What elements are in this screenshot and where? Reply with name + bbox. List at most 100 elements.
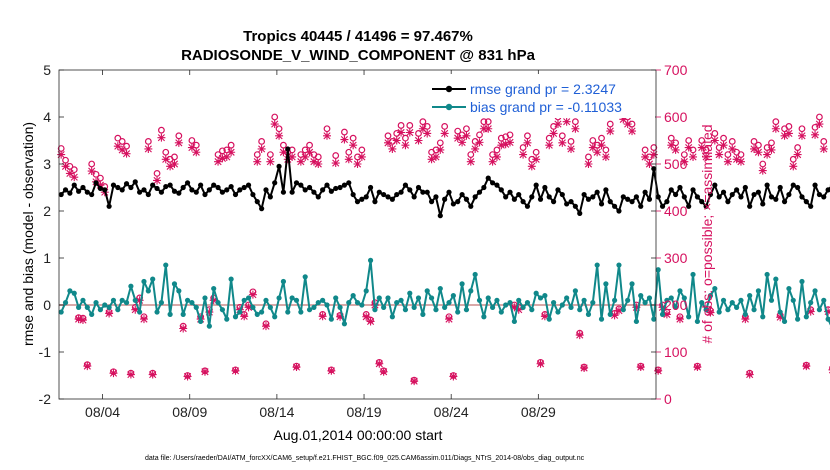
- bias-point: [298, 309, 304, 315]
- x-tick-label: 08/04: [85, 404, 120, 420]
- rmse-point: [476, 189, 483, 195]
- obs-assimilated-marker: [135, 296, 144, 305]
- obs-assimilated-marker: [562, 117, 571, 126]
- rmse-point: [228, 183, 234, 190]
- obs-assimilated-marker: [484, 124, 493, 133]
- rmse-point: [690, 187, 696, 193]
- rmse-point: [511, 196, 517, 202]
- rmse-point: [62, 187, 69, 193]
- bias-point: [747, 293, 753, 299]
- obs-possible-marker: [720, 134, 727, 142]
- obs-assimilated-marker: [793, 150, 802, 159]
- bias-point: [263, 297, 269, 303]
- rmse-point: [577, 210, 583, 216]
- bias-point: [367, 257, 374, 263]
- bias-point: [646, 295, 653, 301]
- rmse-point: [803, 199, 809, 205]
- right-y-axis-label: # of obs: o=possible; ×=assimilated: [699, 124, 715, 343]
- bias-point: [642, 300, 648, 306]
- bias-point: [651, 316, 657, 322]
- obs-assimilated-marker: [414, 136, 423, 145]
- obs-possible-marker: [816, 113, 823, 121]
- obs-assimilated-marker: [301, 152, 310, 161]
- rmse-point: [171, 188, 178, 194]
- obs-assimilated-marker: [619, 115, 628, 124]
- bias-point: [84, 304, 90, 310]
- bias-point: [115, 307, 121, 313]
- obs-assimilated-marker: [689, 152, 698, 161]
- obs-assimilated-marker: [684, 143, 693, 152]
- rmse-point: [58, 191, 64, 198]
- rmse-point: [245, 182, 252, 188]
- rmse-point: [550, 199, 557, 205]
- bias-point: [520, 304, 526, 310]
- bias-point: [533, 290, 539, 296]
- rmse-point: [790, 182, 796, 188]
- chart-subtitle: RADIOSONDE_V_WIND_COMPONENT @ 831 hPa: [181, 47, 536, 64]
- rmse-point: [367, 184, 374, 191]
- bias-point: [324, 302, 330, 308]
- rmse-point: [564, 201, 570, 207]
- rmse-point: [354, 199, 361, 205]
- obs-assimilated-marker: [401, 141, 410, 150]
- bias-point: [625, 297, 631, 303]
- obs-assimilated-marker: [384, 138, 393, 147]
- bias-point: [241, 297, 247, 303]
- chart-titles: Tropics 40445 / 41496 = 97.467% RADIOSON…: [181, 28, 536, 64]
- bias-point: [206, 323, 212, 329]
- rmse-point: [795, 184, 801, 191]
- rmse-point: [89, 191, 95, 198]
- obs-assimilated-marker: [174, 138, 183, 147]
- bias-point: [267, 304, 273, 310]
- bias-point: [389, 314, 395, 320]
- bias-point: [411, 304, 417, 310]
- obs-assimilated-marker: [218, 154, 227, 163]
- bias-point: [272, 314, 278, 320]
- rmse-point: [620, 194, 626, 200]
- obs-possible-marker: [606, 120, 614, 128]
- rmse-point: [407, 187, 413, 193]
- bias-point: [293, 297, 300, 303]
- bias-point: [110, 297, 117, 303]
- rmse-point: [389, 196, 395, 202]
- bias-point: [703, 307, 709, 313]
- rmse-point: [398, 189, 404, 195]
- bias-point: [381, 304, 387, 310]
- bias-point: [764, 271, 770, 278]
- obs-possible-marker: [358, 146, 366, 154]
- rmse-point: [485, 175, 491, 181]
- bias-point: [716, 309, 722, 315]
- bias-point: [734, 304, 740, 310]
- bias-point: [546, 316, 552, 322]
- bias-point: [398, 297, 404, 303]
- bias-point: [581, 297, 587, 303]
- bias-point: [808, 300, 814, 306]
- bias-point: [171, 281, 178, 287]
- obs-assimilated-marker: [732, 155, 741, 164]
- obs-assimilated-marker: [736, 157, 745, 166]
- rmse-point: [559, 191, 565, 198]
- right-tick-label: 700: [664, 62, 688, 78]
- bias-point: [62, 300, 69, 306]
- bias-point: [790, 297, 796, 303]
- rmse-point: [707, 191, 714, 198]
- x-tick-label: 08/14: [259, 404, 294, 420]
- bias-point: [799, 278, 805, 285]
- obs-assimilated-marker: [453, 134, 462, 143]
- rmse-point: [433, 194, 439, 200]
- rmse-point: [324, 182, 330, 188]
- obs-assimilated-marker: [462, 131, 471, 140]
- bias-point: [755, 288, 762, 294]
- obs-assimilated-marker: [231, 366, 240, 375]
- obs-assimilated-marker: [797, 131, 806, 140]
- bias-point: [337, 304, 343, 310]
- obs-assimilated-marker: [349, 141, 358, 150]
- rmse-point: [102, 187, 108, 193]
- obs-assimilated-marker: [710, 136, 719, 145]
- obs-possible-marker: [755, 141, 762, 149]
- bias-point: [80, 297, 86, 303]
- obs-assimilated-marker: [745, 370, 754, 379]
- obs-possible-marker: [672, 139, 680, 147]
- bias-point: [433, 307, 439, 313]
